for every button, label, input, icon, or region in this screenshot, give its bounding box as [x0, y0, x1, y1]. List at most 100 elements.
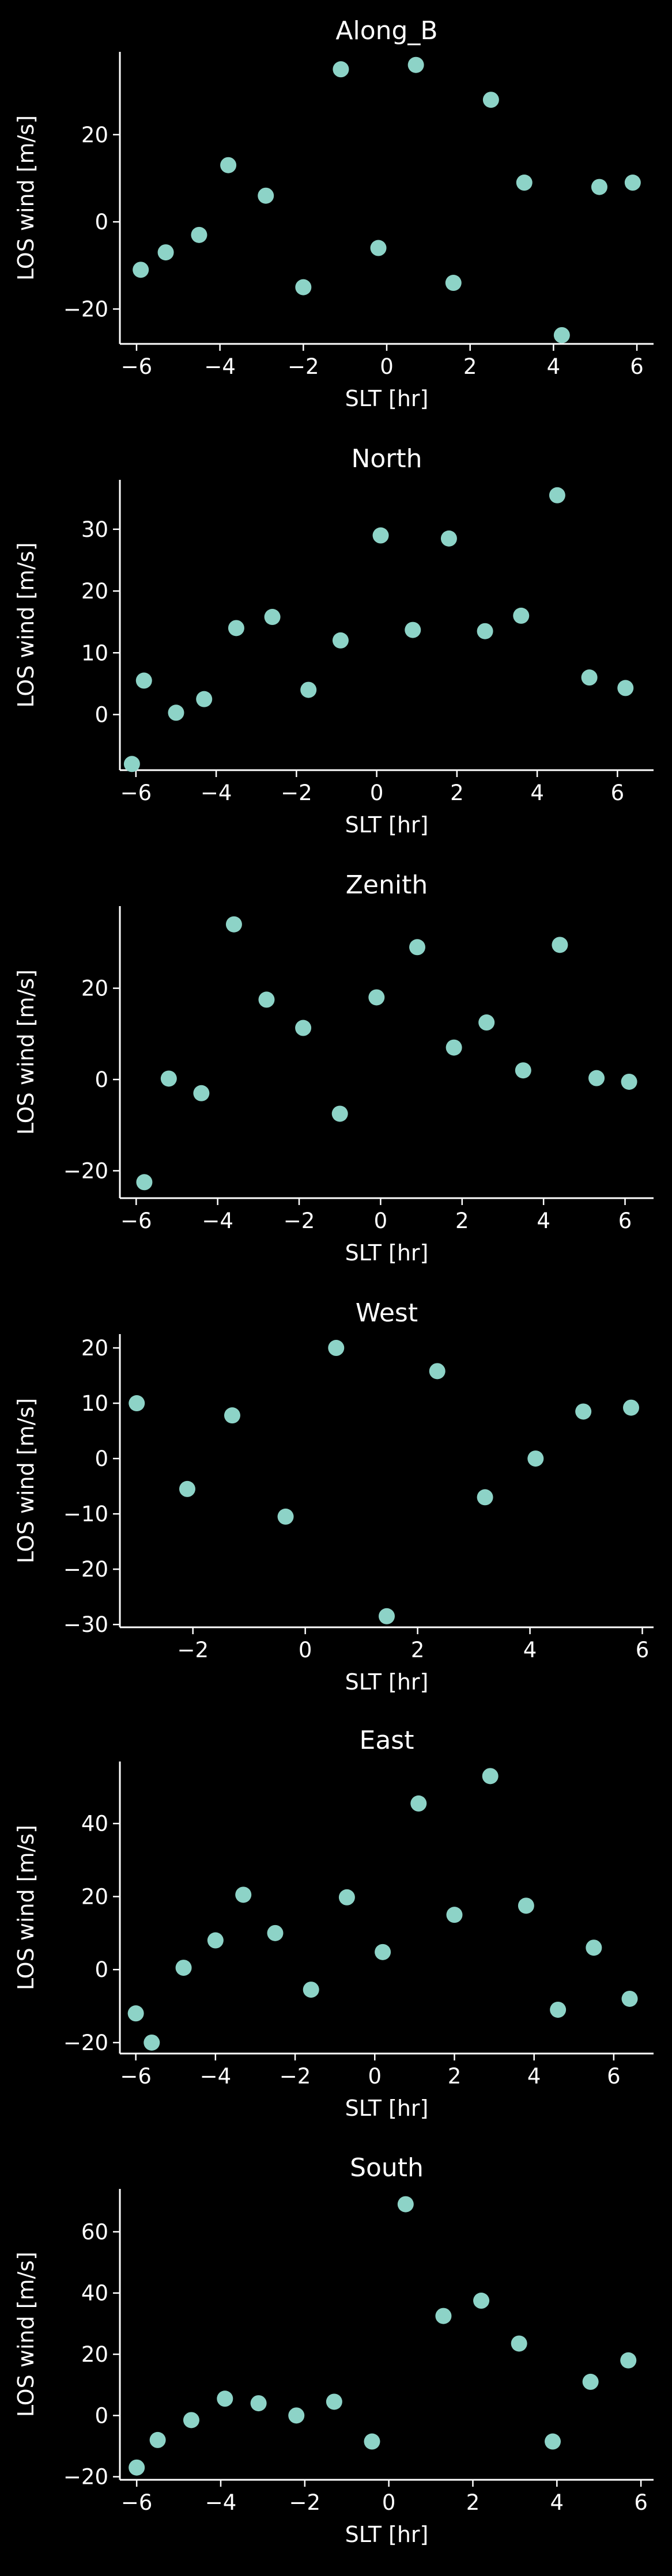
data-point [617, 680, 634, 696]
y-axis-label: LOS wind [m/s] [13, 115, 39, 281]
y-tick-label: −20 [63, 1557, 108, 1582]
x-tick-label: −2 [289, 2490, 321, 2515]
data-point [207, 1932, 224, 1949]
data-point [157, 244, 174, 261]
data-point [473, 2293, 490, 2309]
data-point [550, 2001, 567, 2018]
y-tick-label: 40 [81, 1812, 108, 1836]
x-tick-label: 6 [630, 354, 644, 379]
data-point [446, 1907, 463, 1923]
y-axis-label: LOS wind [m/s] [13, 542, 39, 707]
x-tick-label: −6 [121, 2490, 153, 2515]
data-point [518, 1897, 534, 1914]
data-point [445, 275, 462, 291]
x-tick-label: −6 [120, 781, 152, 805]
data-point [196, 691, 213, 707]
x-tick-label: 4 [527, 2064, 541, 2089]
data-point [175, 1960, 192, 1976]
x-tick-label: 6 [634, 2490, 648, 2515]
data-point [133, 262, 149, 278]
data-point [482, 1768, 499, 1785]
x-tick-label: −2 [284, 1209, 315, 1233]
data-point [511, 2335, 527, 2352]
y-tick-label: 20 [81, 1884, 108, 1909]
data-point [168, 704, 184, 721]
data-point [250, 2395, 267, 2412]
x-tick-label: −4 [201, 781, 232, 805]
x-tick-label: 6 [618, 1209, 632, 1233]
x-tick-label: −6 [121, 354, 153, 379]
data-point [295, 1020, 312, 1036]
data-point [591, 179, 607, 195]
y-tick-label: 60 [81, 2219, 108, 2244]
x-tick-label: 2 [455, 1209, 469, 1233]
x-tick-label: −2 [177, 1638, 209, 1662]
x-tick-label: 2 [450, 781, 464, 805]
data-point [435, 2308, 452, 2324]
data-point [581, 669, 598, 686]
data-point [220, 157, 237, 173]
x-axis-label: SLT [hr] [345, 1240, 429, 1266]
data-point [549, 487, 565, 503]
data-point [624, 175, 641, 191]
data-point [191, 226, 207, 243]
data-point [224, 1407, 240, 1424]
data-point [300, 681, 317, 698]
data-point [326, 2393, 342, 2410]
y-tick-label: 40 [81, 2281, 108, 2306]
data-point [333, 61, 349, 78]
x-tick-label: 4 [547, 354, 561, 379]
x-tick-label: 6 [607, 2064, 621, 2089]
data-point [407, 56, 424, 73]
x-tick-label: 4 [537, 1209, 550, 1233]
data-point [582, 2373, 599, 2390]
data-point [332, 632, 349, 649]
data-point [179, 1480, 195, 1497]
data-point [338, 1889, 355, 1906]
data-point [545, 2433, 561, 2450]
x-tick-label: 2 [466, 2490, 480, 2515]
data-point [477, 623, 493, 639]
x-tick-label: −2 [288, 354, 319, 379]
x-tick-label: 0 [380, 354, 394, 379]
data-point [217, 2391, 233, 2407]
y-tick-label: −20 [63, 2465, 108, 2490]
data-point [375, 1944, 391, 1960]
data-point [446, 1039, 462, 1056]
panel-title: Along_B [335, 16, 437, 46]
data-point [331, 1105, 348, 1122]
data-point [478, 1014, 495, 1031]
y-tick-label: 0 [95, 210, 108, 234]
data-point [553, 327, 570, 343]
y-axis-label: LOS wind [m/s] [13, 969, 39, 1135]
x-tick-label: 0 [299, 1638, 312, 1662]
data-point [620, 2352, 637, 2369]
data-point [193, 1085, 210, 1101]
data-point [440, 530, 457, 547]
data-point [295, 279, 312, 296]
x-tick-label: 2 [448, 2064, 462, 2089]
y-tick-label: 0 [95, 702, 108, 727]
x-tick-label: −6 [120, 1209, 152, 1233]
data-point [328, 1340, 345, 1357]
x-tick-label: 2 [463, 354, 477, 379]
data-point [527, 1450, 544, 1467]
data-point [303, 1982, 319, 1998]
y-tick-label: 20 [81, 1336, 108, 1361]
x-tick-label: −2 [280, 2064, 311, 2089]
data-point [129, 2459, 145, 2476]
x-tick-label: 0 [382, 2490, 396, 2515]
y-axis-label: LOS wind [m/s] [13, 1825, 39, 1990]
data-point [258, 991, 275, 1008]
y-tick-label: 20 [81, 976, 108, 1001]
data-point [429, 1363, 446, 1380]
data-point [552, 937, 568, 953]
y-tick-label: −30 [63, 1612, 108, 1637]
data-point [183, 2412, 199, 2429]
data-point [123, 756, 140, 772]
